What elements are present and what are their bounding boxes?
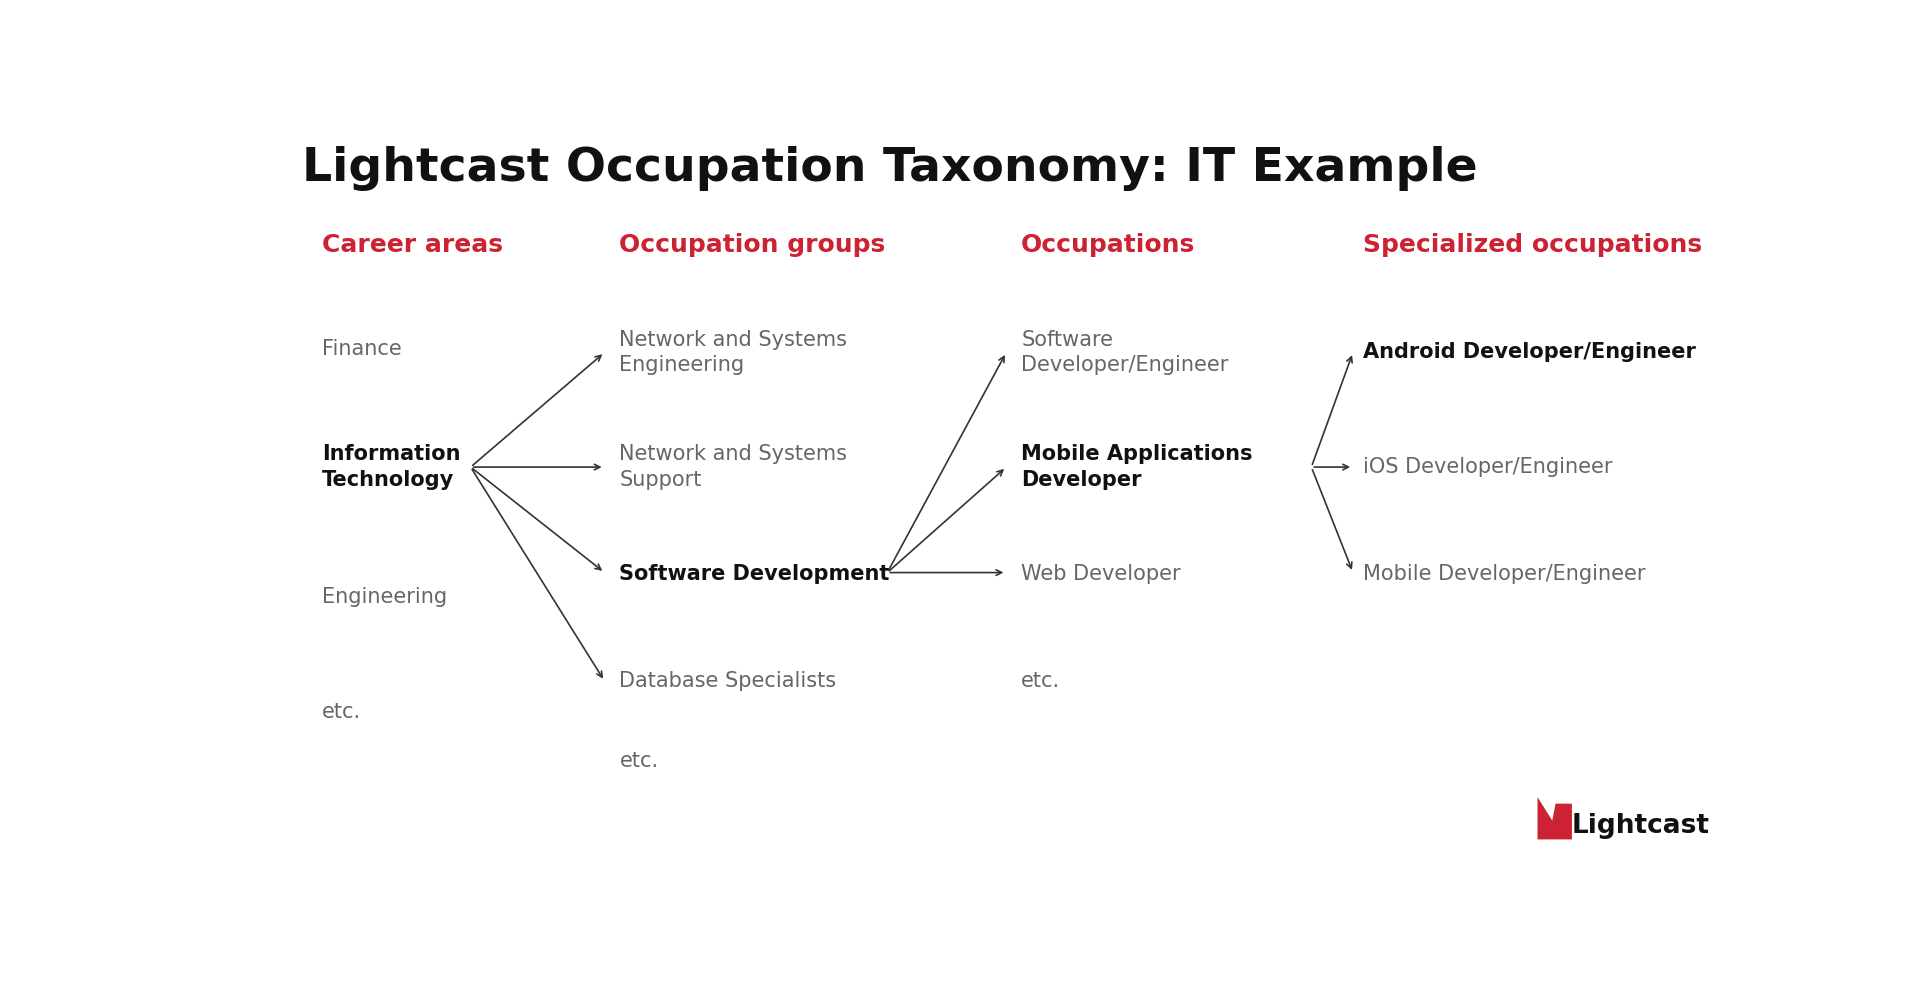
Text: Finance: Finance — [323, 339, 401, 358]
Text: Engineering: Engineering — [323, 587, 447, 607]
Text: Network and Systems
Engineering: Network and Systems Engineering — [620, 330, 847, 375]
Text: Android Developer/Engineer: Android Developer/Engineer — [1363, 343, 1695, 362]
Text: Mobile Developer/Engineer: Mobile Developer/Engineer — [1363, 564, 1645, 584]
Text: etc.: etc. — [323, 702, 361, 722]
Text: Information
Technology: Information Technology — [323, 444, 461, 490]
Text: Software Development: Software Development — [620, 564, 889, 584]
Text: Mobile Applications
Developer: Mobile Applications Developer — [1021, 444, 1252, 490]
Text: etc.: etc. — [1021, 671, 1060, 691]
Text: Occupations: Occupations — [1021, 233, 1196, 257]
Text: Lightcast Occupation Taxonomy: IT Example: Lightcast Occupation Taxonomy: IT Exampl… — [303, 146, 1478, 191]
Text: Database Specialists: Database Specialists — [620, 671, 837, 691]
Text: iOS Developer/Engineer: iOS Developer/Engineer — [1363, 457, 1613, 477]
Text: Network and Systems
Support: Network and Systems Support — [620, 444, 847, 490]
Text: Career areas: Career areas — [323, 233, 503, 257]
Text: Occupation groups: Occupation groups — [620, 233, 885, 257]
Polygon shape — [1538, 797, 1572, 839]
Text: Specialized occupations: Specialized occupations — [1363, 233, 1703, 257]
Text: Software
Developer/Engineer: Software Developer/Engineer — [1021, 330, 1229, 375]
Text: etc.: etc. — [620, 752, 659, 772]
Text: Web Developer: Web Developer — [1021, 564, 1181, 584]
Text: Lightcast: Lightcast — [1572, 813, 1709, 839]
